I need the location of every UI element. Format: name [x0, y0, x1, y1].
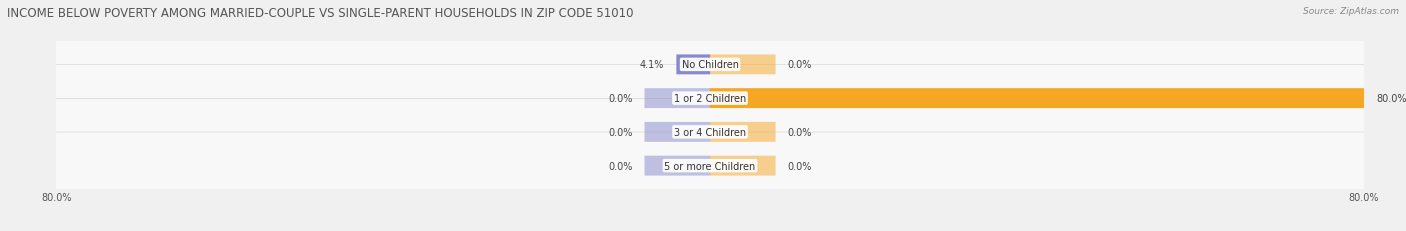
Text: 0.0%: 0.0% [787, 127, 813, 137]
FancyBboxPatch shape [644, 89, 710, 109]
Text: 3 or 4 Children: 3 or 4 Children [673, 127, 747, 137]
Text: 0.0%: 0.0% [607, 161, 633, 171]
FancyBboxPatch shape [710, 55, 776, 75]
FancyBboxPatch shape [710, 156, 776, 176]
Text: No Children: No Children [682, 60, 738, 70]
FancyBboxPatch shape [710, 89, 1364, 109]
Text: 80.0%: 80.0% [1376, 94, 1406, 104]
FancyBboxPatch shape [52, 32, 1368, 99]
Text: 0.0%: 0.0% [787, 161, 813, 171]
FancyBboxPatch shape [52, 99, 1368, 166]
FancyBboxPatch shape [52, 132, 1368, 199]
Text: Source: ZipAtlas.com: Source: ZipAtlas.com [1303, 7, 1399, 16]
FancyBboxPatch shape [52, 65, 1368, 132]
Text: 4.1%: 4.1% [640, 60, 664, 70]
Text: 0.0%: 0.0% [607, 127, 633, 137]
Text: 1 or 2 Children: 1 or 2 Children [673, 94, 747, 104]
Text: 5 or more Children: 5 or more Children [665, 161, 755, 171]
FancyBboxPatch shape [710, 122, 776, 142]
Text: INCOME BELOW POVERTY AMONG MARRIED-COUPLE VS SINGLE-PARENT HOUSEHOLDS IN ZIP COD: INCOME BELOW POVERTY AMONG MARRIED-COUPL… [7, 7, 634, 20]
FancyBboxPatch shape [644, 122, 710, 142]
Text: 0.0%: 0.0% [607, 94, 633, 104]
FancyBboxPatch shape [644, 156, 710, 176]
Text: 0.0%: 0.0% [787, 60, 813, 70]
FancyBboxPatch shape [676, 55, 710, 75]
